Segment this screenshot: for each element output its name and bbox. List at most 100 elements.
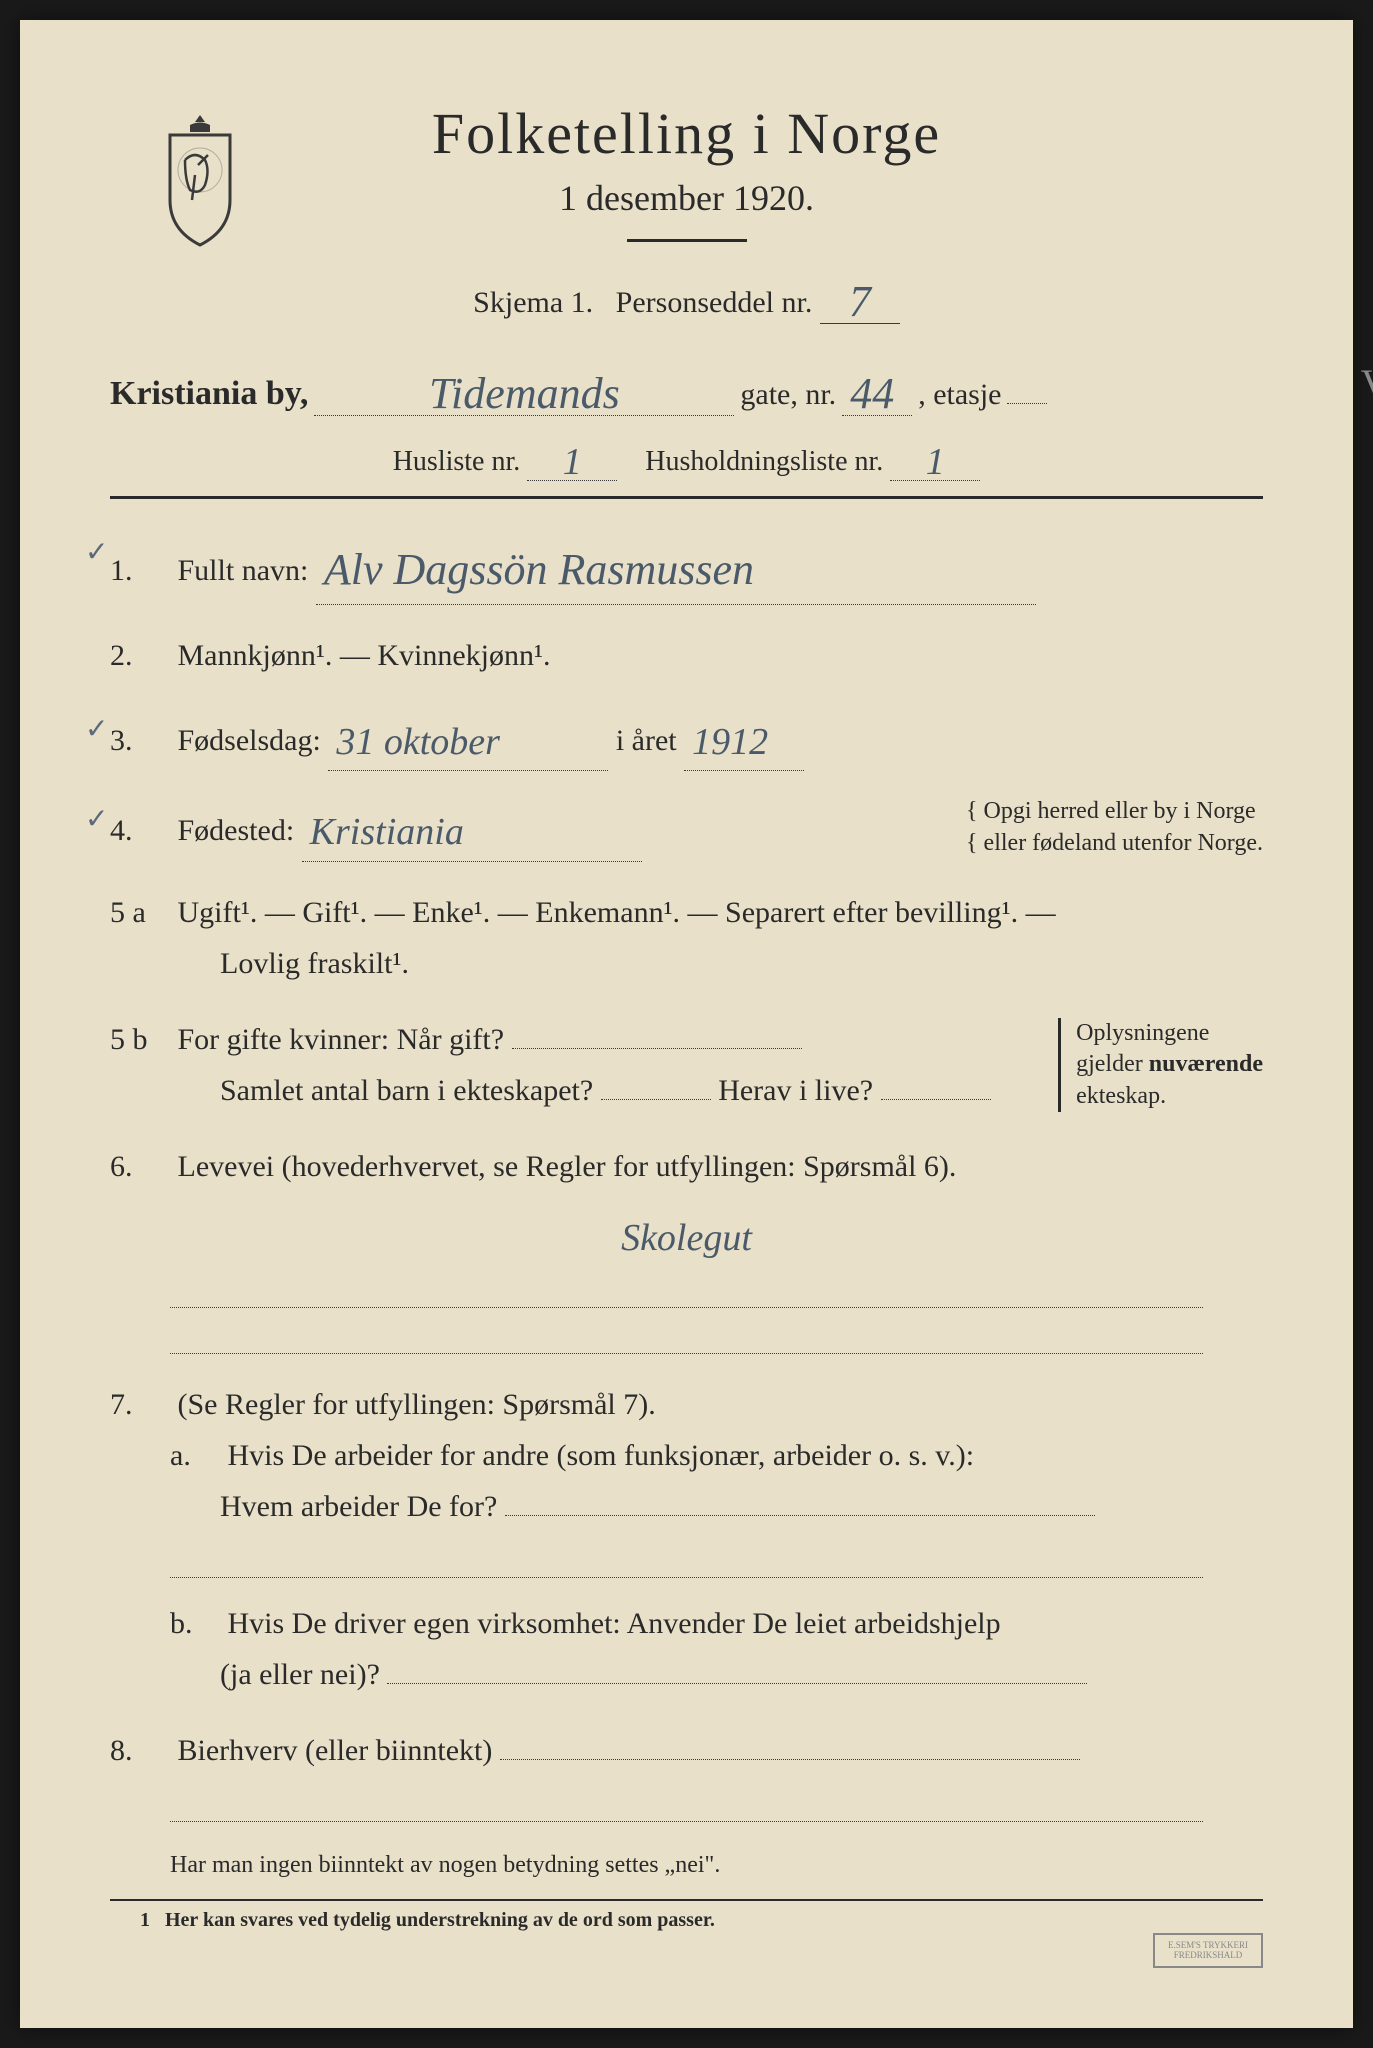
- q7b-num: b.: [170, 1598, 220, 1649]
- q3-year-value: 1912: [692, 710, 768, 775]
- q3-num: 3.: [110, 715, 170, 766]
- q5b-gift-field: [512, 1048, 802, 1049]
- header-rule: [110, 496, 1263, 499]
- q2-num: 2.: [110, 630, 170, 681]
- q5a-line2: Lovlig fraskilt¹.: [220, 947, 409, 980]
- location-line: Kristiania by, Tidemands gate, nr. 44 , …: [110, 364, 1263, 416]
- footnote-num: 1: [140, 1909, 150, 1931]
- form-number-line: Skjema 1. Personseddel nr. 7: [110, 272, 1263, 324]
- q8-label: Bierhverv (eller biinntekt): [178, 1734, 493, 1767]
- gate-nr-field: 44: [842, 364, 912, 416]
- street-value: Tidemands: [429, 368, 620, 419]
- date-subtitle: 1 desember 1920.: [110, 177, 1263, 219]
- footnote-text: Her kan svares ved tydelig understreknin…: [165, 1909, 715, 1931]
- q3-year-label: i året: [616, 724, 677, 757]
- q6-num: 6.: [110, 1141, 170, 1192]
- q7b-line2: (ja eller nei)?: [220, 1658, 380, 1691]
- main-title: Folketelling i Norge: [110, 100, 1263, 167]
- husliste-nr-value: 1: [563, 440, 582, 484]
- question-5b: 5 b For gifte kvinner: Når gift? Samlet …: [110, 1014, 1263, 1116]
- q2-label: Mannkjønn¹. — Kvinnekjønn¹.: [178, 639, 551, 672]
- q5b-note-line2: gjelder nuværende: [1076, 1051, 1263, 1077]
- title-divider: [627, 239, 747, 242]
- document-page: VI Folketelling i Norge 1 desember 1920.…: [20, 20, 1353, 2028]
- question-1: ✓ 1. Fullt navn: Alv Dagssön Rasmussen: [110, 529, 1263, 605]
- q8-num: 8.: [110, 1725, 170, 1776]
- q6-answer-line: Skolegut: [110, 1202, 1263, 1267]
- question-3: ✓ 3. Fødselsdag: 31 oktober i året 1912: [110, 706, 1263, 772]
- q4-note-line2: eller fødeland utenfor Norge.: [984, 830, 1263, 856]
- husholdning-label: Husholdningsliste nr.: [645, 446, 883, 477]
- personseddel-nr-value: 7: [849, 276, 871, 327]
- q4-field: Kristiania: [302, 796, 642, 862]
- q4-instruction: { Opgi herred eller by i Norge { eller f…: [966, 796, 1263, 858]
- personseddel-label: Personseddel nr.: [616, 286, 813, 319]
- footer-note: Har man ingen biinntekt av nogen betydni…: [170, 1852, 1263, 1879]
- q7-num: 7.: [110, 1379, 170, 1430]
- skjema-label: Skjema 1.: [473, 286, 593, 319]
- q5a-num: 5 a: [110, 887, 170, 938]
- checkmark-icon: ✓: [85, 706, 108, 754]
- q7a-dotted-line: [170, 1577, 1203, 1578]
- question-4: ✓ 4. Fødested: Kristiania { Opgi herred …: [110, 796, 1263, 862]
- q4-note-line1: Opgi herred eller by i Norge: [984, 798, 1256, 824]
- q3-label: Fødselsdag:: [178, 724, 321, 757]
- q3-day-value: 31 oktober: [336, 710, 500, 775]
- question-8: 8. Bierhverv (eller biinntekt): [110, 1725, 1263, 1822]
- q7b-field: [387, 1683, 1087, 1684]
- city-label: Kristiania by,: [110, 375, 308, 413]
- q4-label: Fødested:: [178, 814, 295, 847]
- header-section: Folketelling i Norge 1 desember 1920. Sk…: [110, 100, 1263, 324]
- coat-of-arms-icon: [150, 110, 250, 250]
- q8-dotted-line: [170, 1821, 1203, 1822]
- gate-label: gate, nr.: [740, 378, 836, 412]
- etasje-label: , etasje: [918, 378, 1001, 412]
- q8-field: [500, 1759, 1080, 1760]
- q7a-line1: Hvis De arbeider for andre (som funksjon…: [228, 1439, 975, 1472]
- q6-dotted-line-2: [170, 1353, 1203, 1354]
- husholdning-nr-field: 1: [890, 436, 980, 481]
- checkmark-icon: ✓: [85, 796, 108, 844]
- husliste-label: Husliste nr.: [393, 446, 521, 477]
- q7a-field: [505, 1515, 1095, 1516]
- question-7: 7. (Se Regler for utfyllingen: Spørsmål …: [110, 1379, 1263, 1700]
- q7-label: (Se Regler for utfyllingen: Spørsmål 7).: [178, 1388, 656, 1421]
- husholdning-nr-value: 1: [926, 440, 945, 484]
- q7a-num: a.: [170, 1430, 220, 1481]
- q5b-note-line1: Oplysningene: [1076, 1020, 1209, 1046]
- husliste-line: Husliste nr. 1 Husholdningsliste nr. 1: [110, 436, 1263, 481]
- q5a-label: Ugift¹. — Gift¹. — Enke¹. — Enkemann¹. —…: [178, 896, 1056, 929]
- q6-dotted-line-1: [170, 1307, 1203, 1308]
- printer-stamp: E.SEM'S TRYKKERIFREDRIKSHALD: [1153, 1933, 1263, 1968]
- q4-num: 4.: [110, 805, 170, 856]
- footnote-rule: [110, 1899, 1263, 1901]
- q1-label: Fullt navn:: [178, 554, 309, 587]
- checkmark-icon: ✓: [85, 529, 108, 577]
- question-5a: 5 a Ugift¹. — Gift¹. — Enke¹. — Enkemann…: [110, 887, 1263, 989]
- street-field: Tidemands: [314, 364, 734, 416]
- q1-field: Alv Dagssön Rasmussen: [316, 529, 1036, 605]
- q5b-note-line3: ekteskap.: [1076, 1083, 1166, 1109]
- q5b-line2b: Herav i live?: [718, 1074, 873, 1107]
- q4-value: Kristiania: [310, 800, 464, 865]
- q5b-label: For gifte kvinner: Når gift?: [178, 1023, 505, 1056]
- q7b-line1: Hvis De driver egen virksomhet: Anvender…: [228, 1607, 1001, 1640]
- personseddel-nr-field: 7: [820, 272, 900, 324]
- margin-annotation: VI: [1361, 360, 1373, 407]
- q5b-barn-field: [601, 1099, 711, 1100]
- husliste-nr-field: 1: [527, 436, 617, 481]
- q6-value: Skolegut: [621, 1206, 752, 1271]
- q5b-line2a: Samlet antal barn i ekteskapet?: [220, 1074, 593, 1107]
- q1-value: Alv Dagssön Rasmussen: [324, 533, 754, 608]
- q5b-instruction: Oplysningene gjelder nuværende ekteskap.: [1058, 1018, 1263, 1112]
- etasje-field: [1007, 403, 1047, 404]
- question-2: 2. Mannkjønn¹. — Kvinnekjønn¹.: [110, 630, 1263, 681]
- q3-year-field: 1912: [684, 706, 804, 772]
- q5b-live-field: [881, 1099, 991, 1100]
- q6-label: Levevei (hovederhvervet, se Regler for u…: [178, 1150, 957, 1183]
- q3-day-field: 31 oktober: [328, 706, 608, 772]
- footnote: 1 Her kan svares ved tydelig understrekn…: [140, 1909, 1263, 1932]
- q5b-num: 5 b: [110, 1014, 170, 1065]
- q1-num: 1.: [110, 545, 170, 596]
- question-6: 6. Levevei (hovederhvervet, se Regler fo…: [110, 1141, 1263, 1354]
